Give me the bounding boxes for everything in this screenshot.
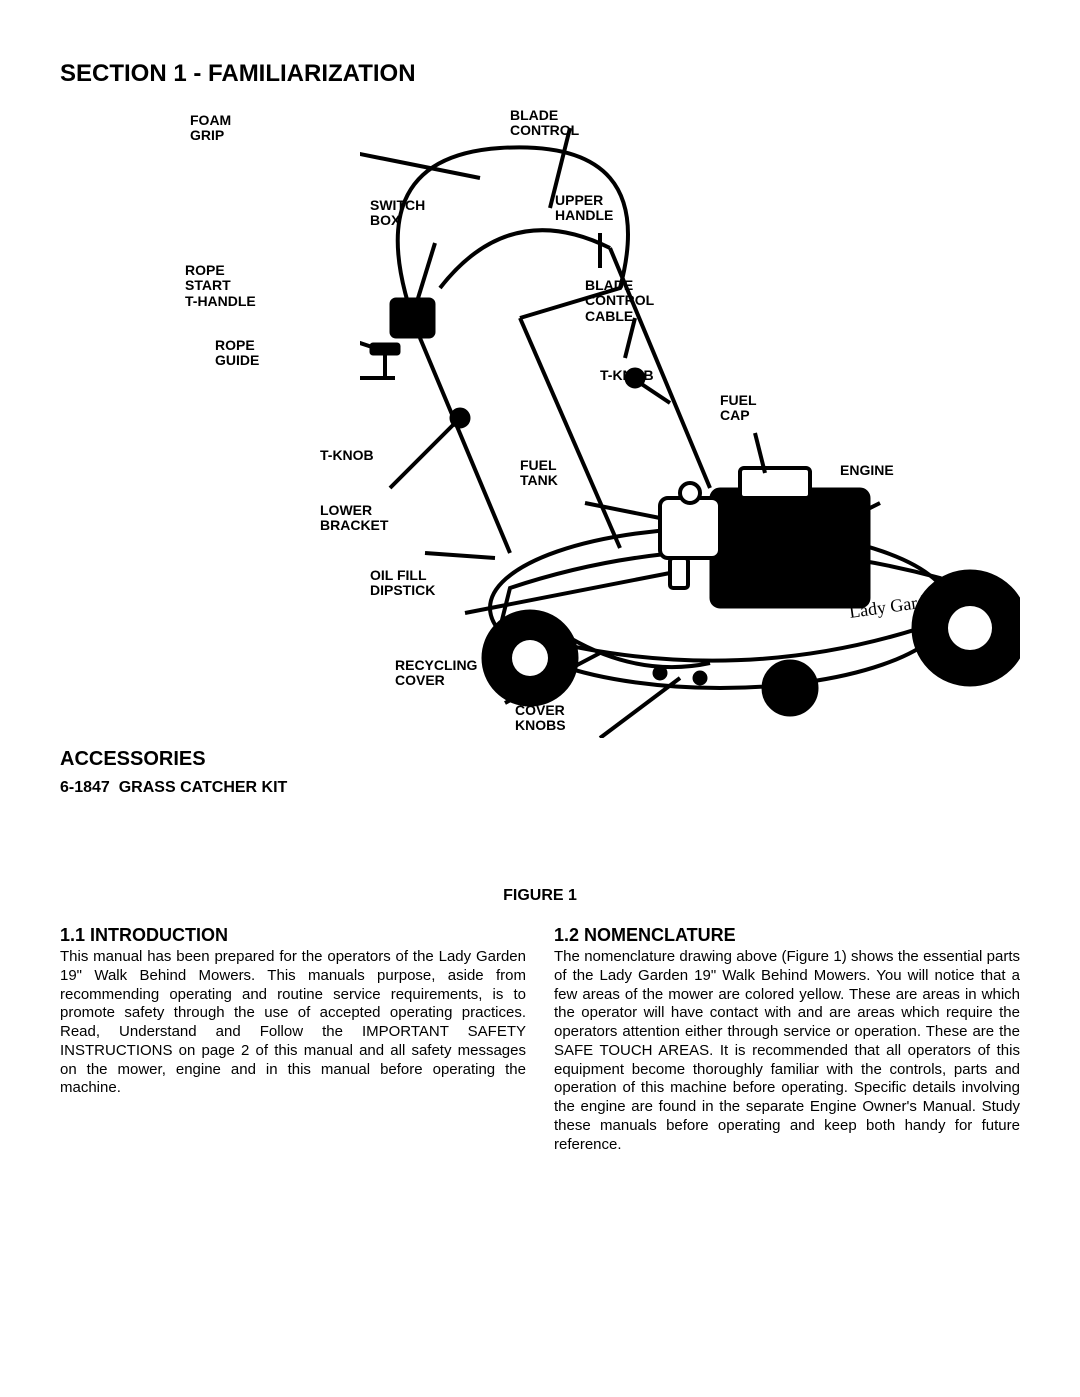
label-switch-box: SWITCH BOX [370,198,425,229]
label-upper-handle: UPPER HANDLE [555,193,613,224]
label-foam-grip: FOAM GRIP [190,113,231,144]
accessory-number: 6-1847 [60,779,110,796]
label-engine: ENGINE [840,463,894,478]
accessory-item: 6-1847 GRASS CATCHER KIT [60,779,1020,797]
section-title: SECTION 1 - FAMILIARIZATION [60,60,1020,88]
label-rope-guide: ROPE GUIDE [215,338,259,369]
mower-diagram: Lady Garden [360,118,1020,738]
accessory-name: GRASS CATCHER KIT [119,779,288,796]
label-oil-fill: OIL FILL DIPSTICK [370,568,435,599]
manual-page: SECTION 1 - FAMILIARIZATION [0,0,1080,1397]
column-introduction: 1.1 INTRODUCTION This manual has been pr… [60,925,526,1154]
label-fuel-tank: FUEL TANK [520,458,558,489]
label-t-knob-left: T-KNOB [320,448,374,463]
label-blade-cable: BLADE CONTROL CABLE [585,278,654,324]
label-cover-knobs: COVER KNOBS [515,703,566,734]
figure-1: Lady Garden FOAM GRIP BLADE CONTROL SWIT… [60,98,1020,738]
label-fuel-cap: FUEL CAP [720,393,757,424]
figure-caption: FIGURE 1 [60,887,1020,905]
label-recycling-cover: RECYCLING COVER [395,658,477,689]
nomenclature-title: 1.2 NOMENCLATURE [554,925,1020,946]
label-blade-control: BLADE CONTROL [510,108,579,139]
two-column-body: 1.1 INTRODUCTION This manual has been pr… [60,925,1020,1154]
introduction-body: This manual has been prepared for the op… [60,948,526,1098]
accessories-heading: ACCESSORIES [60,748,1020,771]
introduction-title: 1.1 INTRODUCTION [60,925,526,946]
column-nomenclature: 1.2 NOMENCLATURE The nomenclature drawin… [554,925,1020,1154]
label-lower-bracket: LOWER BRACKET [320,503,388,534]
label-rope-start: ROPE START T-HANDLE [185,263,256,309]
nomenclature-body: The nomenclature drawing above (Figure 1… [554,948,1020,1154]
label-t-knob-right: T-KNOB [600,368,654,383]
